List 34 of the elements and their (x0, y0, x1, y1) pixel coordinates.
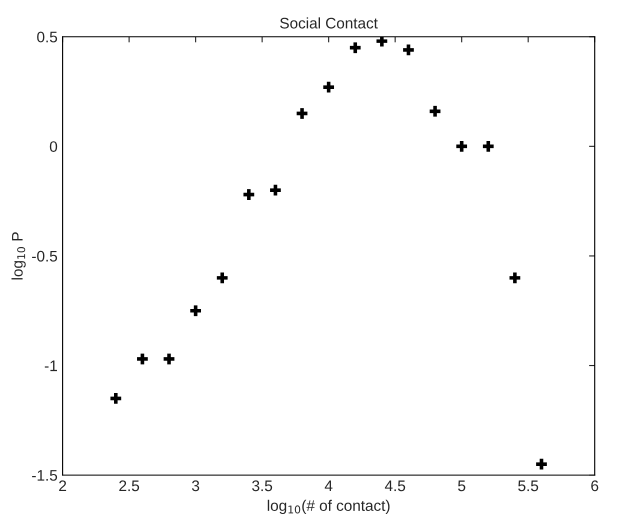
x-tick-label: 3.5 (252, 480, 272, 492)
x-tick-label: 3 (192, 480, 200, 492)
x-tick-label: 5 (458, 480, 466, 492)
x-tick-label: 2 (59, 480, 66, 492)
point (536, 458, 547, 470)
y-axis-title: log$_{10}$ P (12, 232, 26, 280)
point (296, 108, 308, 119)
point (510, 272, 520, 284)
point (137, 354, 148, 364)
chart-title: Social Contact (280, 17, 378, 29)
point (350, 42, 361, 54)
point (482, 140, 494, 152)
x-tick-label: 6 (591, 480, 598, 492)
y-tick-label: -1 (44, 360, 57, 372)
y-tick-label: -0.5 (32, 250, 58, 262)
x-tick-label: 4 (324, 480, 332, 492)
point (243, 189, 254, 200)
point (323, 82, 334, 93)
x-tick-label: 2.5 (119, 480, 140, 492)
x-tick-label: 4.5 (384, 480, 406, 492)
point (456, 140, 468, 152)
point (164, 354, 174, 364)
point (403, 44, 414, 56)
x-tick-label: 5.5 (518, 480, 538, 492)
y-tick-label: 0.5 (37, 32, 58, 42)
y-tick-label: -1.5 (32, 470, 58, 481)
point (216, 272, 228, 284)
point (110, 393, 122, 404)
y-tick-label: 0 (50, 141, 58, 152)
point (270, 184, 281, 196)
point (376, 36, 388, 47)
point (430, 106, 440, 117)
x-axis-title: log$_{10}$(# of contact) (268, 500, 390, 514)
point (190, 305, 202, 316)
